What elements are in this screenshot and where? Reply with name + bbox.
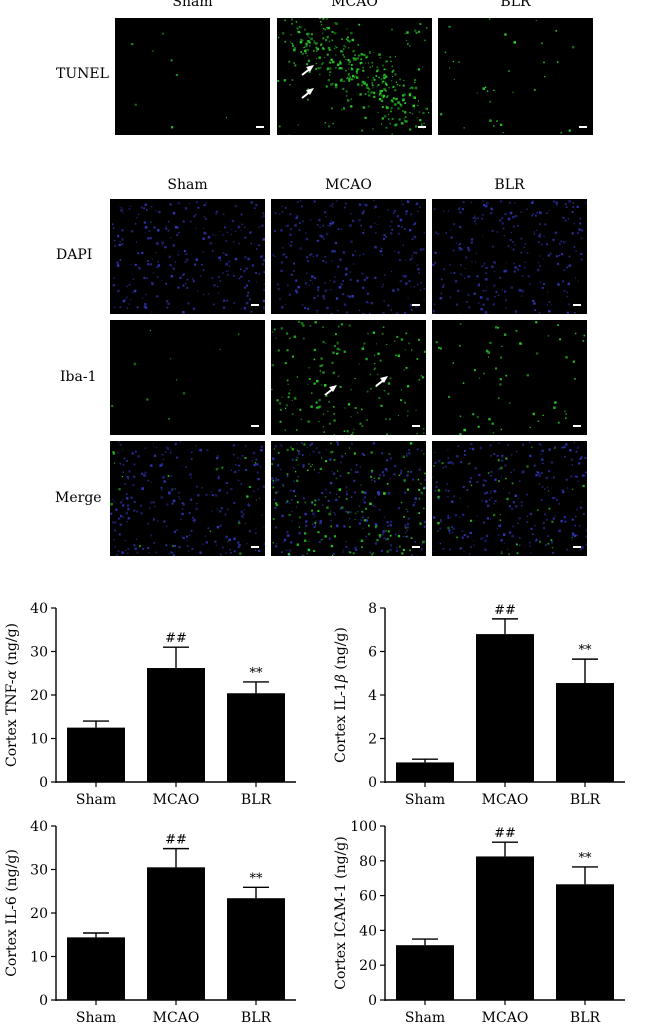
x-tick-label: BLR [241,792,272,808]
y-tick-label: 0 [368,993,377,1009]
y-tick-label: 20 [30,906,48,922]
y-tick-label: 40 [30,601,48,617]
x-tick-label: BLR [570,1010,601,1026]
significance-label: ## [165,631,187,646]
x-tick-label: Sham [405,1010,445,1026]
y-tick-label: 80 [359,854,377,870]
significance-label: ** [579,851,593,866]
significance-label: ## [494,603,516,618]
significance-label: ** [579,643,593,658]
y-tick-label: 60 [359,889,377,905]
bar [147,668,205,782]
arrow-icon [376,376,388,386]
bar [556,884,614,1000]
chart-il-1-beta: 0 2 4 6 8 Cortex IL-1β (ng/g) Sham ## MCAO ** BLR [329,596,649,806]
y-tick-label: 8 [368,601,377,617]
significance-label: ## [494,826,516,841]
chart-tnf-alpha: 0 10 20 30 40 Cortex TNF-α (ng/g) Sham ## MCAO **… [0,596,320,806]
y-axis-label: Cortex ICAM-1 (ng/g) [333,836,349,989]
y-tick-label: 40 [359,923,377,939]
y-tick-label: 10 [30,732,48,748]
y-tick-label: 4 [368,688,377,704]
y-tick-label: 30 [30,863,48,879]
bar [67,937,125,1000]
y-tick-label: 2 [368,732,377,748]
y-tick-label: 100 [350,819,377,835]
y-tick-label: 20 [30,688,48,704]
bar [227,693,285,782]
bar [147,867,205,1000]
x-tick-label: Sham [76,792,116,808]
y-axis-label: Cortex IL-1β (ng/g) [333,627,349,763]
y-tick-label: 0 [39,993,48,1009]
bar [396,945,454,1000]
bar [476,856,534,1000]
bar [476,634,534,782]
x-tick-label: MCAO [153,1010,200,1026]
y-tick-label: 10 [30,950,48,966]
y-axis-label: Cortex TNF-α (ng/g) [4,623,20,767]
significance-label: ** [250,666,264,681]
x-tick-label: MCAO [153,792,200,808]
chart-il-6: 0 10 20 30 40 Cortex IL-6 (ng/g) Sham ## MCAO ** B… [0,814,320,1029]
x-tick-label: BLR [570,792,601,808]
x-tick-label: MCAO [482,792,529,808]
x-tick-label: BLR [241,1010,272,1026]
bar [227,898,285,1000]
iba-arrows [0,0,649,600]
x-tick-label: Sham [405,792,445,808]
y-tick-label: 0 [368,775,377,791]
bar [556,683,614,782]
significance-label: ** [250,871,264,886]
bar [396,762,454,782]
y-tick-label: 6 [368,645,377,661]
x-tick-label: MCAO [482,1010,529,1026]
y-tick-label: 30 [30,645,48,661]
y-axis-label: Cortex IL-6 (ng/g) [4,849,20,977]
y-tick-label: 20 [359,958,377,974]
arrow-icon [325,385,337,395]
significance-label: ## [165,833,187,848]
y-tick-label: 0 [39,775,48,791]
x-tick-label: Sham [76,1010,116,1026]
bar [67,728,125,782]
y-tick-label: 40 [30,819,48,835]
